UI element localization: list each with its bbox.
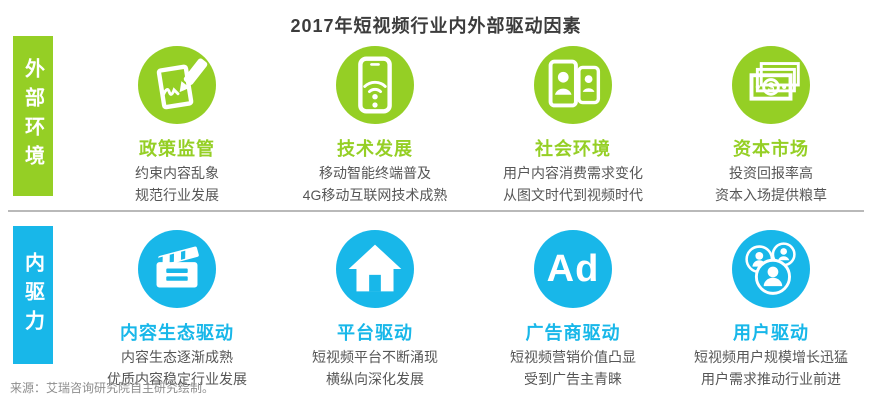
card-title: 政策监管 <box>139 139 215 159</box>
card-capital-market: $ 资本市场 投资回报率高 资本入场提供粮草 <box>672 46 870 206</box>
card-title: 平台驱动 <box>337 323 413 343</box>
card-desc-line: 受到广告主青睐 <box>524 371 622 388</box>
clapperboard-icon <box>138 230 216 308</box>
card-desc-line: 用户内容消费需求变化 <box>503 165 643 181</box>
card-desc-line: 移动智能终端普及 <box>319 165 431 181</box>
card-policy-regulation: 政策监管 约束内容乱象 规范行业发展 <box>78 46 276 206</box>
ad-text-icon: Ad <box>534 230 612 308</box>
card-desc-line: 短视频营销价值凸显 <box>510 349 636 365</box>
card-desc-line: 从图文时代到视频时代 <box>503 187 643 204</box>
card-title: 社会环境 <box>535 139 611 159</box>
card-desc-line: 短视频平台不断涌现 <box>312 349 438 365</box>
card-platform: 平台驱动 短视频平台不断涌现 横纵向深化发展 <box>276 230 474 390</box>
phones-users-icon <box>534 46 612 124</box>
card-desc-line: 约束内容乱象 <box>135 165 219 181</box>
page-title: 2017年短视频行业内外部驱动因素 <box>290 16 582 36</box>
banknotes-icon: $ <box>732 46 810 124</box>
card-social-environment: 社会环境 用户内容消费需求变化 从图文时代到视频时代 <box>474 46 672 206</box>
card-title: 技术发展 <box>337 139 413 159</box>
card-desc-line: 优质内容稳定行业发展 <box>107 371 247 388</box>
card-desc-line: 短视频用户规模增长迅猛 <box>694 349 848 365</box>
source-note: 来源：艾瑞咨询研究院自主研究绘制。 <box>10 381 215 395</box>
card-title: 广告商驱动 <box>525 323 621 343</box>
section-label-external: 外部环境 <box>13 36 53 196</box>
house-icon <box>336 230 414 308</box>
card-title: 资本市场 <box>733 139 809 159</box>
ad-label: Ad <box>546 248 600 290</box>
phone-wifi-icon <box>336 46 414 124</box>
section-divider <box>8 210 864 212</box>
card-desc-line: 用户需求推动行业前进 <box>701 371 841 388</box>
users-group-icon <box>732 230 810 308</box>
card-desc-line: 投资回报率高 <box>729 165 813 181</box>
internal-row: 内容生态驱动 内容生态逐渐成熟 优质内容稳定行业发展 平台驱动 短视频平台不断涌… <box>78 230 870 390</box>
card-content-ecology: 内容生态驱动 内容生态逐渐成熟 优质内容稳定行业发展 <box>78 230 276 390</box>
card-desc-line: 内容生态逐渐成熟 <box>121 349 233 365</box>
card-title: 内容生态驱动 <box>120 323 234 343</box>
card-desc-line: 规范行业发展 <box>135 187 219 204</box>
external-row: 政策监管 约束内容乱象 规范行业发展 技术发展 移动智能终端普及 4G移动互联网… <box>78 46 870 206</box>
card-advertiser: Ad 广告商驱动 短视频营销价值凸显 受到广告主青睐 <box>474 230 672 390</box>
document-pen-icon <box>138 46 216 124</box>
dollar-sign-glyph: $ <box>768 81 775 94</box>
card-desc-line: 横纵向深化发展 <box>326 371 424 388</box>
card-user-drive: 用户驱动 短视频用户规模增长迅猛 用户需求推动行业前进 <box>672 230 870 390</box>
card-technology: 技术发展 移动智能终端普及 4G移动互联网技术成熟 <box>276 46 474 206</box>
section-label-internal: 内驱力 <box>13 226 53 364</box>
card-desc-line: 4G移动互联网技术成熟 <box>302 187 448 204</box>
card-desc-line: 资本入场提供粮草 <box>715 187 827 204</box>
card-title: 用户驱动 <box>733 323 809 343</box>
